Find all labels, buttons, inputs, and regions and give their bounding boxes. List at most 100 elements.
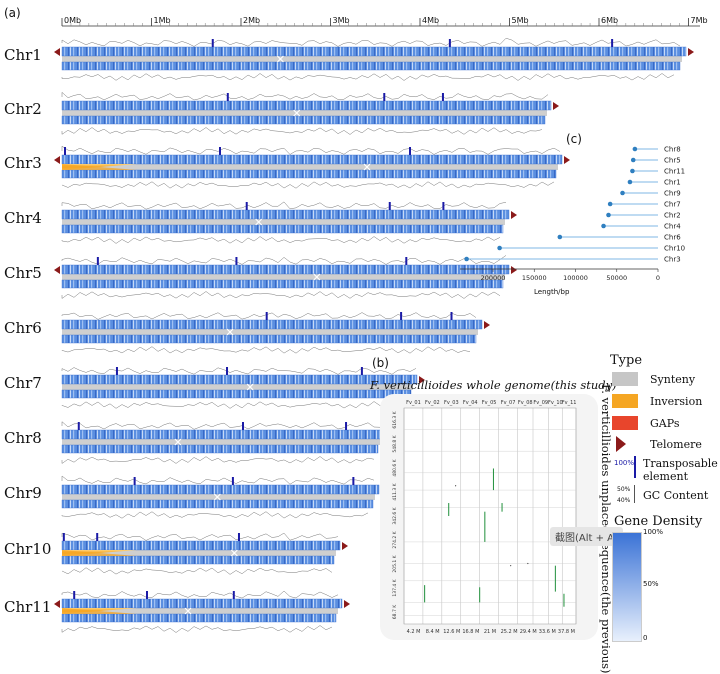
gc-line bbox=[61, 37, 681, 47]
lollipop-label: Chr5 bbox=[664, 157, 681, 165]
gc-line bbox=[61, 312, 477, 320]
chromosome-bar-old bbox=[61, 279, 504, 289]
dotplot-x-tick: 25.2 M bbox=[501, 629, 518, 635]
chromosome-track bbox=[54, 145, 570, 189]
chromosome-bar-old bbox=[61, 555, 335, 565]
te-spike bbox=[450, 312, 453, 320]
gc-line bbox=[61, 346, 471, 354]
chr-label: Chr6 bbox=[4, 319, 42, 337]
gap-marker bbox=[230, 549, 238, 557]
ruler-label: 0Mb bbox=[64, 16, 82, 25]
lollipop-tick-label: 100000 bbox=[563, 274, 588, 282]
chromosome-bar-old bbox=[61, 613, 337, 623]
legend-type-title: Type bbox=[610, 353, 643, 368]
dotplot-point bbox=[510, 565, 512, 567]
te-spike bbox=[96, 257, 99, 265]
lollipop-label: Chr6 bbox=[664, 234, 681, 242]
synteny-band bbox=[62, 438, 380, 445]
chromosome-track bbox=[54, 37, 694, 81]
te-spike bbox=[133, 477, 136, 485]
dotplot-col-label: Fv_04 bbox=[463, 400, 478, 406]
chromosome-bar-new bbox=[61, 484, 380, 495]
synteny-band bbox=[62, 549, 336, 556]
gap-marker bbox=[213, 493, 221, 501]
gene-density-gradient bbox=[612, 532, 642, 642]
panel-b-label: (b) bbox=[372, 356, 389, 370]
gap-marker bbox=[255, 218, 263, 226]
lollipop-label: Chr1 bbox=[664, 179, 681, 187]
inversion-swatch bbox=[612, 394, 638, 408]
chromosome-track bbox=[61, 201, 517, 244]
gd-top: 100% bbox=[643, 528, 664, 536]
te-spike bbox=[245, 202, 248, 210]
dotplot-x-tick: 16.8 M bbox=[462, 629, 479, 635]
chromosome-bar-new bbox=[61, 540, 341, 551]
inversion-band bbox=[62, 608, 137, 614]
dotplot-y-tick: 205.1 K bbox=[392, 554, 398, 572]
dotplot-col-label: Fv_09 bbox=[533, 400, 548, 406]
panel-c-label: (c) bbox=[566, 132, 582, 146]
gene-density-title: Gene Density bbox=[614, 514, 703, 529]
gc-line bbox=[61, 475, 375, 485]
te-spike bbox=[441, 93, 444, 101]
gc-line bbox=[61, 201, 507, 210]
lollipop-label: Chr7 bbox=[664, 201, 681, 209]
te-spike bbox=[448, 39, 451, 47]
chromosome-bar-new bbox=[61, 429, 385, 440]
lollipop-label: Chr3 bbox=[664, 256, 681, 264]
lollipop-dot bbox=[464, 256, 469, 262]
dotplot-col-label: Fv_11 bbox=[562, 400, 577, 406]
chr-label: Chr4 bbox=[4, 209, 42, 227]
panel-a-label: (a) bbox=[4, 6, 21, 20]
te-spike bbox=[226, 93, 229, 101]
gc-50: 50% bbox=[617, 486, 631, 493]
gc-line bbox=[61, 236, 501, 244]
dotplot-x-tick: 12.6 M bbox=[443, 629, 460, 635]
dotplot-point bbox=[455, 485, 457, 487]
telomere-icon bbox=[344, 600, 350, 608]
ruler-label: 6Mb bbox=[601, 16, 619, 25]
chromosome-bar-old bbox=[61, 224, 504, 234]
telomere-icon bbox=[688, 48, 694, 56]
chromosome-track bbox=[61, 532, 348, 575]
telomere-icon bbox=[419, 376, 425, 384]
chromosome-bar-new bbox=[61, 209, 510, 220]
chromosome-track bbox=[61, 475, 387, 519]
telomere-icon bbox=[54, 266, 60, 274]
synteny-band bbox=[62, 55, 682, 62]
chromosome-bar-old bbox=[61, 444, 379, 454]
lollipop-xlabel: Length/bp bbox=[534, 288, 570, 296]
dotplot-x-tick: 37.8 M bbox=[558, 629, 575, 635]
te-spike bbox=[265, 312, 268, 320]
telomere-icon bbox=[616, 436, 626, 452]
gap-marker bbox=[226, 328, 234, 336]
dotplot-x-tick: 8.4 M bbox=[426, 629, 440, 635]
te-spike bbox=[235, 257, 238, 265]
te-spike bbox=[237, 533, 240, 541]
dotplot-x-tick: 21 M bbox=[484, 629, 496, 635]
gc-line bbox=[61, 145, 561, 155]
chr-label: Chr8 bbox=[4, 429, 42, 447]
inversion-band bbox=[62, 164, 137, 170]
dotplot-y-tick: 68.7 K bbox=[392, 604, 398, 619]
chr-label: Chr11 bbox=[4, 598, 52, 616]
chromosome-bar-new bbox=[61, 154, 563, 165]
lollipop-dot bbox=[557, 234, 563, 240]
te-spike bbox=[64, 147, 66, 155]
lollipop-dot bbox=[497, 245, 502, 251]
synteny-band bbox=[62, 383, 413, 390]
gc-line bbox=[61, 91, 549, 101]
lollipop-dot bbox=[632, 146, 638, 152]
lollipop-dot bbox=[606, 212, 611, 218]
gc-line bbox=[61, 255, 507, 265]
inversion-band bbox=[62, 550, 137, 556]
synteny-band bbox=[62, 109, 547, 116]
chromosome-bar-old bbox=[61, 115, 546, 125]
gap-marker bbox=[184, 607, 192, 615]
lollipop-tick-label: 150000 bbox=[522, 274, 547, 282]
ruler-label: 2Mb bbox=[243, 16, 261, 25]
dotplot-col-label: Fv_02 bbox=[425, 400, 440, 406]
synteny-band bbox=[62, 273, 505, 280]
chr-label: Chr3 bbox=[4, 154, 42, 172]
te-spike bbox=[146, 591, 148, 599]
